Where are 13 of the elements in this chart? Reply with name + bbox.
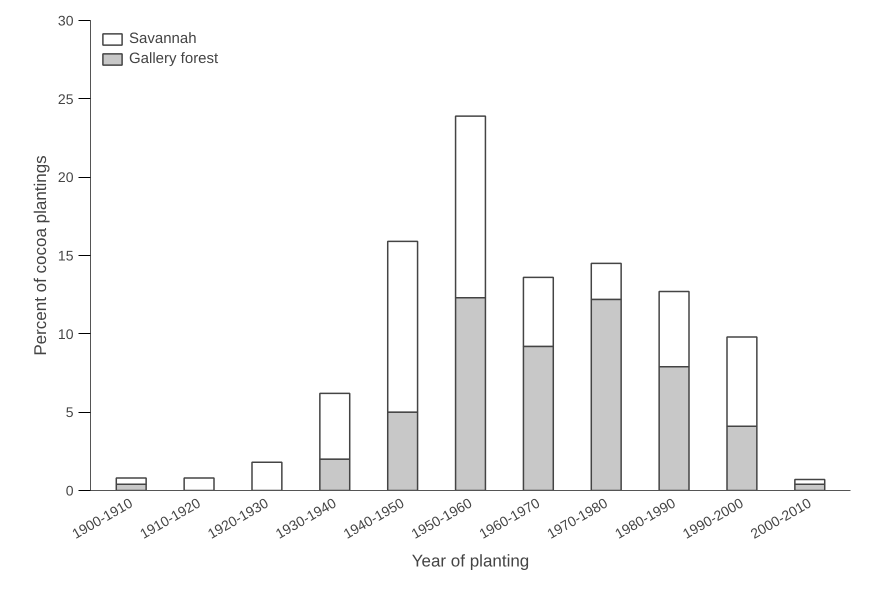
bar (183, 477, 215, 490)
y-tick-label: 0 (66, 482, 74, 498)
y-axis-title: Percent of cocoa plantings (30, 155, 50, 356)
y-tick-label: 30 (58, 12, 74, 28)
y-tick-label: 10 (58, 326, 74, 342)
bar (251, 462, 283, 490)
y-tick-label: 5 (66, 404, 74, 420)
x-axis-title: Year of planting (412, 551, 530, 570)
legend-label: Savannah (129, 30, 197, 47)
y-tick-label: 20 (58, 169, 74, 186)
y-tick-label: 15 (58, 248, 74, 264)
legend-label: Gallery forest (129, 50, 218, 67)
y-tick-label: 25 (58, 90, 74, 107)
